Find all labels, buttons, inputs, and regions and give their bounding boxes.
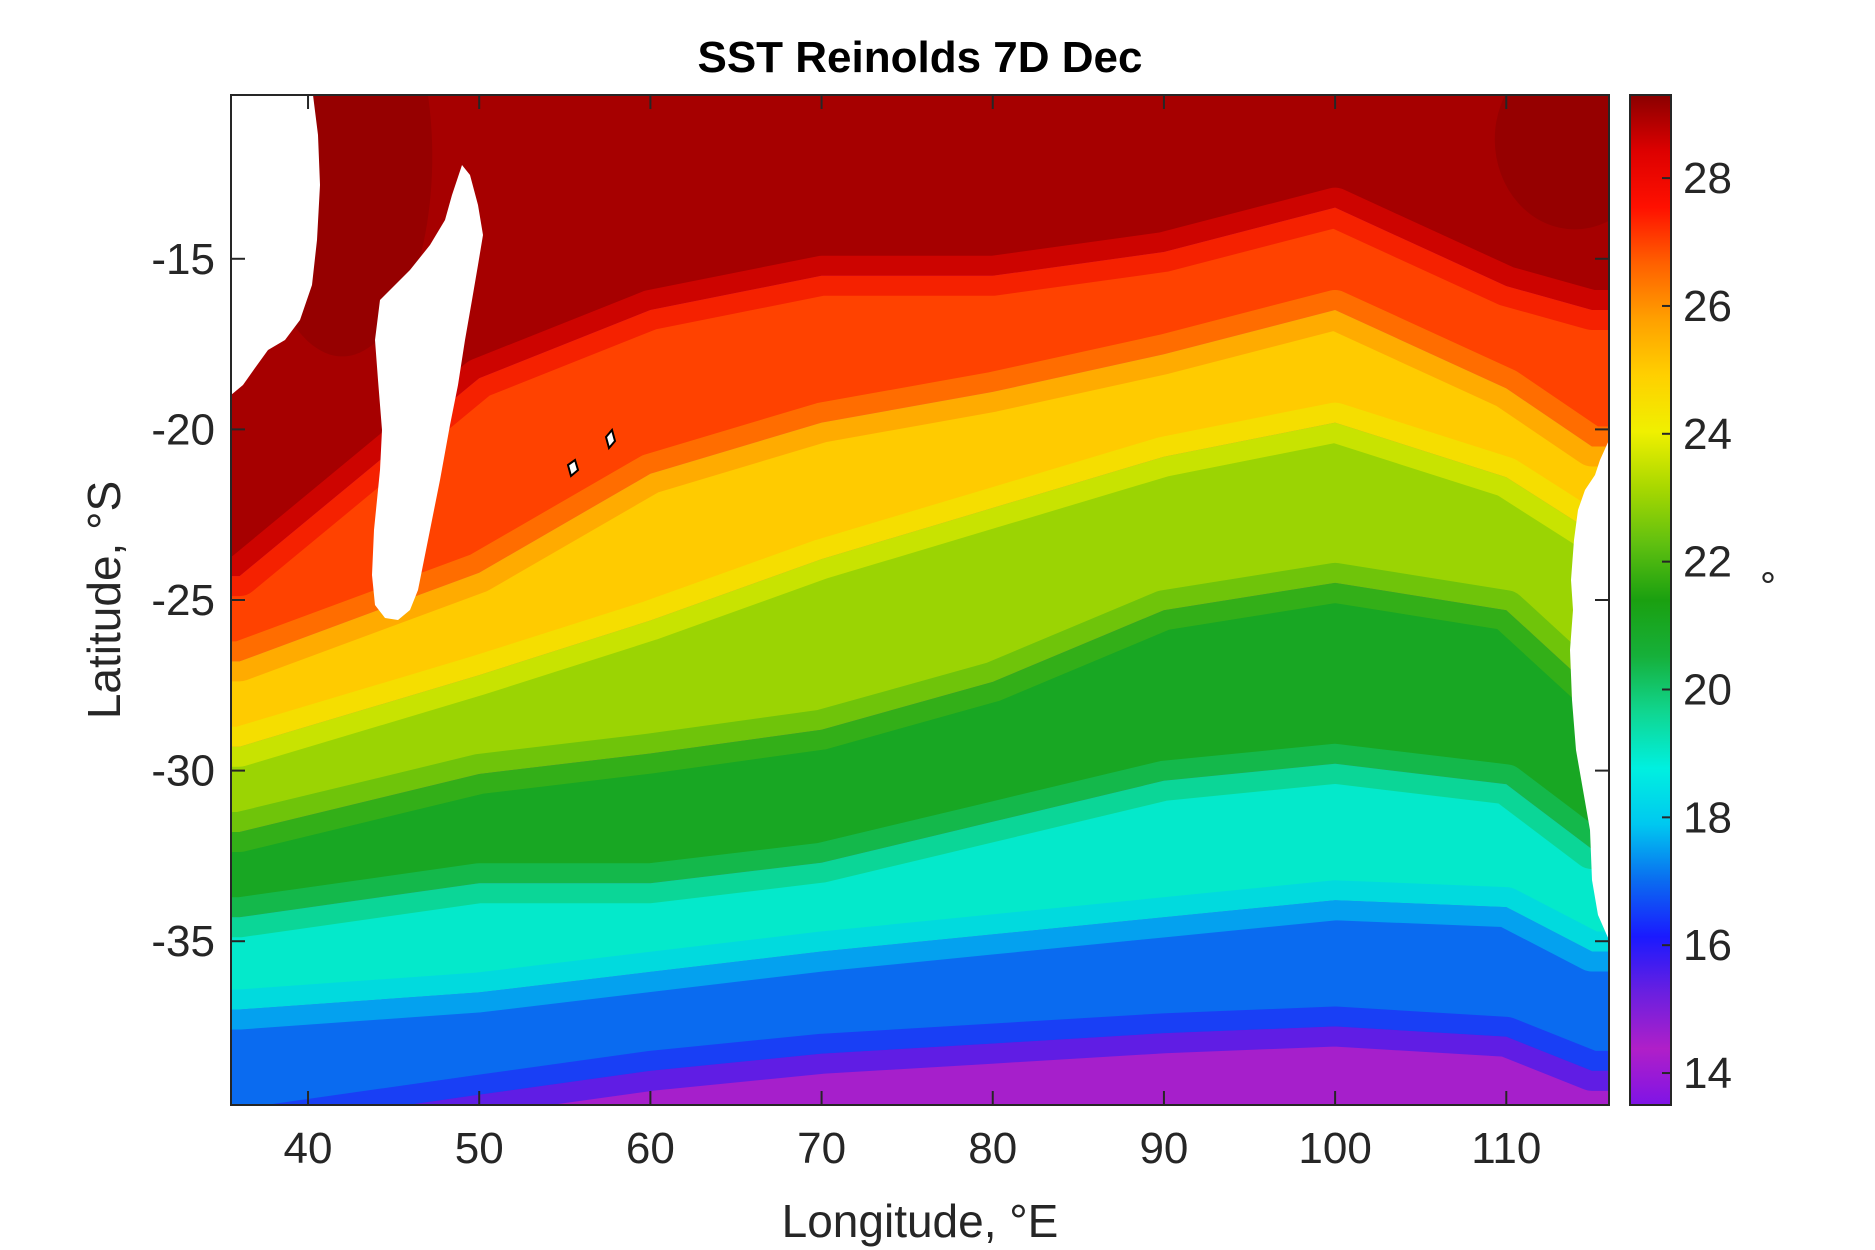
colorbar-unit-label: ° bbox=[1760, 565, 1776, 609]
colorbar-ticks: 14 16 18 20 22 24 26 28 bbox=[1662, 154, 1732, 1098]
colorbar-tick-label: 26 bbox=[1683, 282, 1732, 331]
colorbar-tick-label: 16 bbox=[1683, 921, 1732, 970]
sst-band bbox=[231, 763, 1609, 1010]
y-tick-label: -15 bbox=[151, 235, 215, 284]
y-tick-label: -20 bbox=[151, 405, 215, 454]
x-tick-label: 110 bbox=[1471, 1124, 1541, 1173]
warm-pool bbox=[1494, 95, 1609, 230]
x-tick-label: 80 bbox=[968, 1124, 1017, 1173]
x-tick-label: 100 bbox=[1298, 1124, 1371, 1173]
colorbar-bar bbox=[1629, 94, 1672, 1106]
madagascar-landmass bbox=[372, 165, 483, 620]
map-plot-area bbox=[231, 95, 1609, 1105]
colorbar-tick-label: 22 bbox=[1683, 538, 1732, 587]
x-tick-label: 60 bbox=[626, 1124, 675, 1173]
australia-landmass bbox=[1570, 95, 1609, 940]
mauritius-island bbox=[604, 427, 617, 451]
isotherm-line bbox=[231, 743, 1609, 938]
isotherm-line bbox=[231, 562, 1609, 852]
x-axis-ticks: 40 50 60 70 80 90 100 110 bbox=[284, 95, 1541, 1173]
chart-title: SST Reinolds 7D Dec bbox=[697, 33, 1142, 82]
y-tick-label: -25 bbox=[151, 576, 215, 625]
reunion-island bbox=[566, 458, 580, 478]
y-axis-label: Latitude, °S bbox=[78, 481, 130, 719]
colorbar-tick-label: 28 bbox=[1683, 154, 1732, 203]
x-tick-label: 40 bbox=[284, 1124, 333, 1173]
isotherm-line bbox=[231, 402, 1609, 767]
colorbar-tick-label: 14 bbox=[1683, 1049, 1732, 1098]
colorbar-tick-label: 18 bbox=[1683, 793, 1732, 842]
africa-landmass bbox=[231, 95, 320, 395]
colorbar-tick-label: 20 bbox=[1683, 665, 1732, 714]
y-axis-ticks: -15 -20 -25 -30 -35 bbox=[151, 235, 1609, 966]
y-tick-label: -35 bbox=[151, 917, 215, 966]
x-tick-label: 70 bbox=[797, 1124, 846, 1173]
colorbar-tick-label: 24 bbox=[1683, 410, 1732, 459]
x-tick-label: 50 bbox=[455, 1124, 504, 1173]
x-tick-label: 90 bbox=[1139, 1124, 1188, 1173]
x-axis-label: Longitude, °E bbox=[782, 1195, 1059, 1247]
y-tick-label: -30 bbox=[151, 747, 215, 796]
isotherm-line bbox=[265, 1006, 1609, 1105]
sst-field bbox=[231, 95, 1609, 1105]
sst-band bbox=[231, 900, 1609, 1105]
sst-band bbox=[231, 582, 1609, 918]
isotherm-line bbox=[231, 880, 1609, 1030]
sst-band bbox=[231, 422, 1609, 832]
colorbar: 14 16 18 20 22 24 26 28 ° bbox=[1629, 94, 1776, 1106]
